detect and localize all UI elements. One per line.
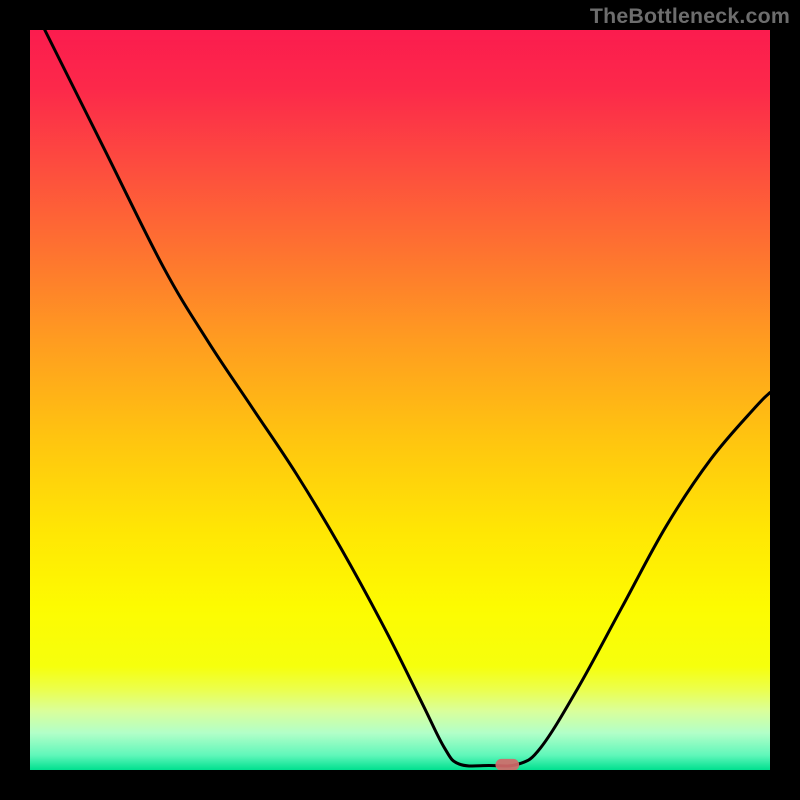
optimal-point-marker (495, 759, 519, 771)
bottleneck-chart-svg (0, 0, 800, 800)
chart-stage: TheBottleneck.com (0, 0, 800, 800)
plot-area (30, 30, 770, 771)
attribution-label: TheBottleneck.com (590, 4, 790, 29)
